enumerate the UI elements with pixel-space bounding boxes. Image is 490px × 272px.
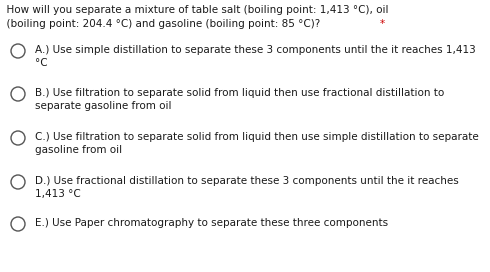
Text: E.) Use Paper chromatography to separate these three components: E.) Use Paper chromatography to separate… — [35, 218, 388, 228]
Text: °C: °C — [35, 58, 48, 68]
Text: (boiling point: 204.4 °C) and gasoline (boiling point: 85 °C)?: (boiling point: 204.4 °C) and gasoline (… — [0, 19, 323, 29]
Text: C.) Use filtration to separate solid from liquid then use simple distillation to: C.) Use filtration to separate solid fro… — [35, 132, 479, 142]
Text: A.) Use simple distillation to separate these 3 components until the it reaches : A.) Use simple distillation to separate … — [35, 45, 476, 55]
Text: How will you separate a mixture of table salt (boiling point: 1,413 °C), oil: How will you separate a mixture of table… — [0, 5, 389, 15]
Text: B.) Use filtration to separate solid from liquid then use fractional distillatio: B.) Use filtration to separate solid fro… — [35, 88, 444, 98]
Text: *: * — [380, 19, 385, 29]
Text: gasoline from oil: gasoline from oil — [35, 145, 122, 155]
Text: D.) Use fractional distillation to separate these 3 components until the it reac: D.) Use fractional distillation to separ… — [35, 176, 459, 186]
Text: separate gasoline from oil: separate gasoline from oil — [35, 101, 171, 111]
Text: 1,413 °C: 1,413 °C — [35, 189, 81, 199]
